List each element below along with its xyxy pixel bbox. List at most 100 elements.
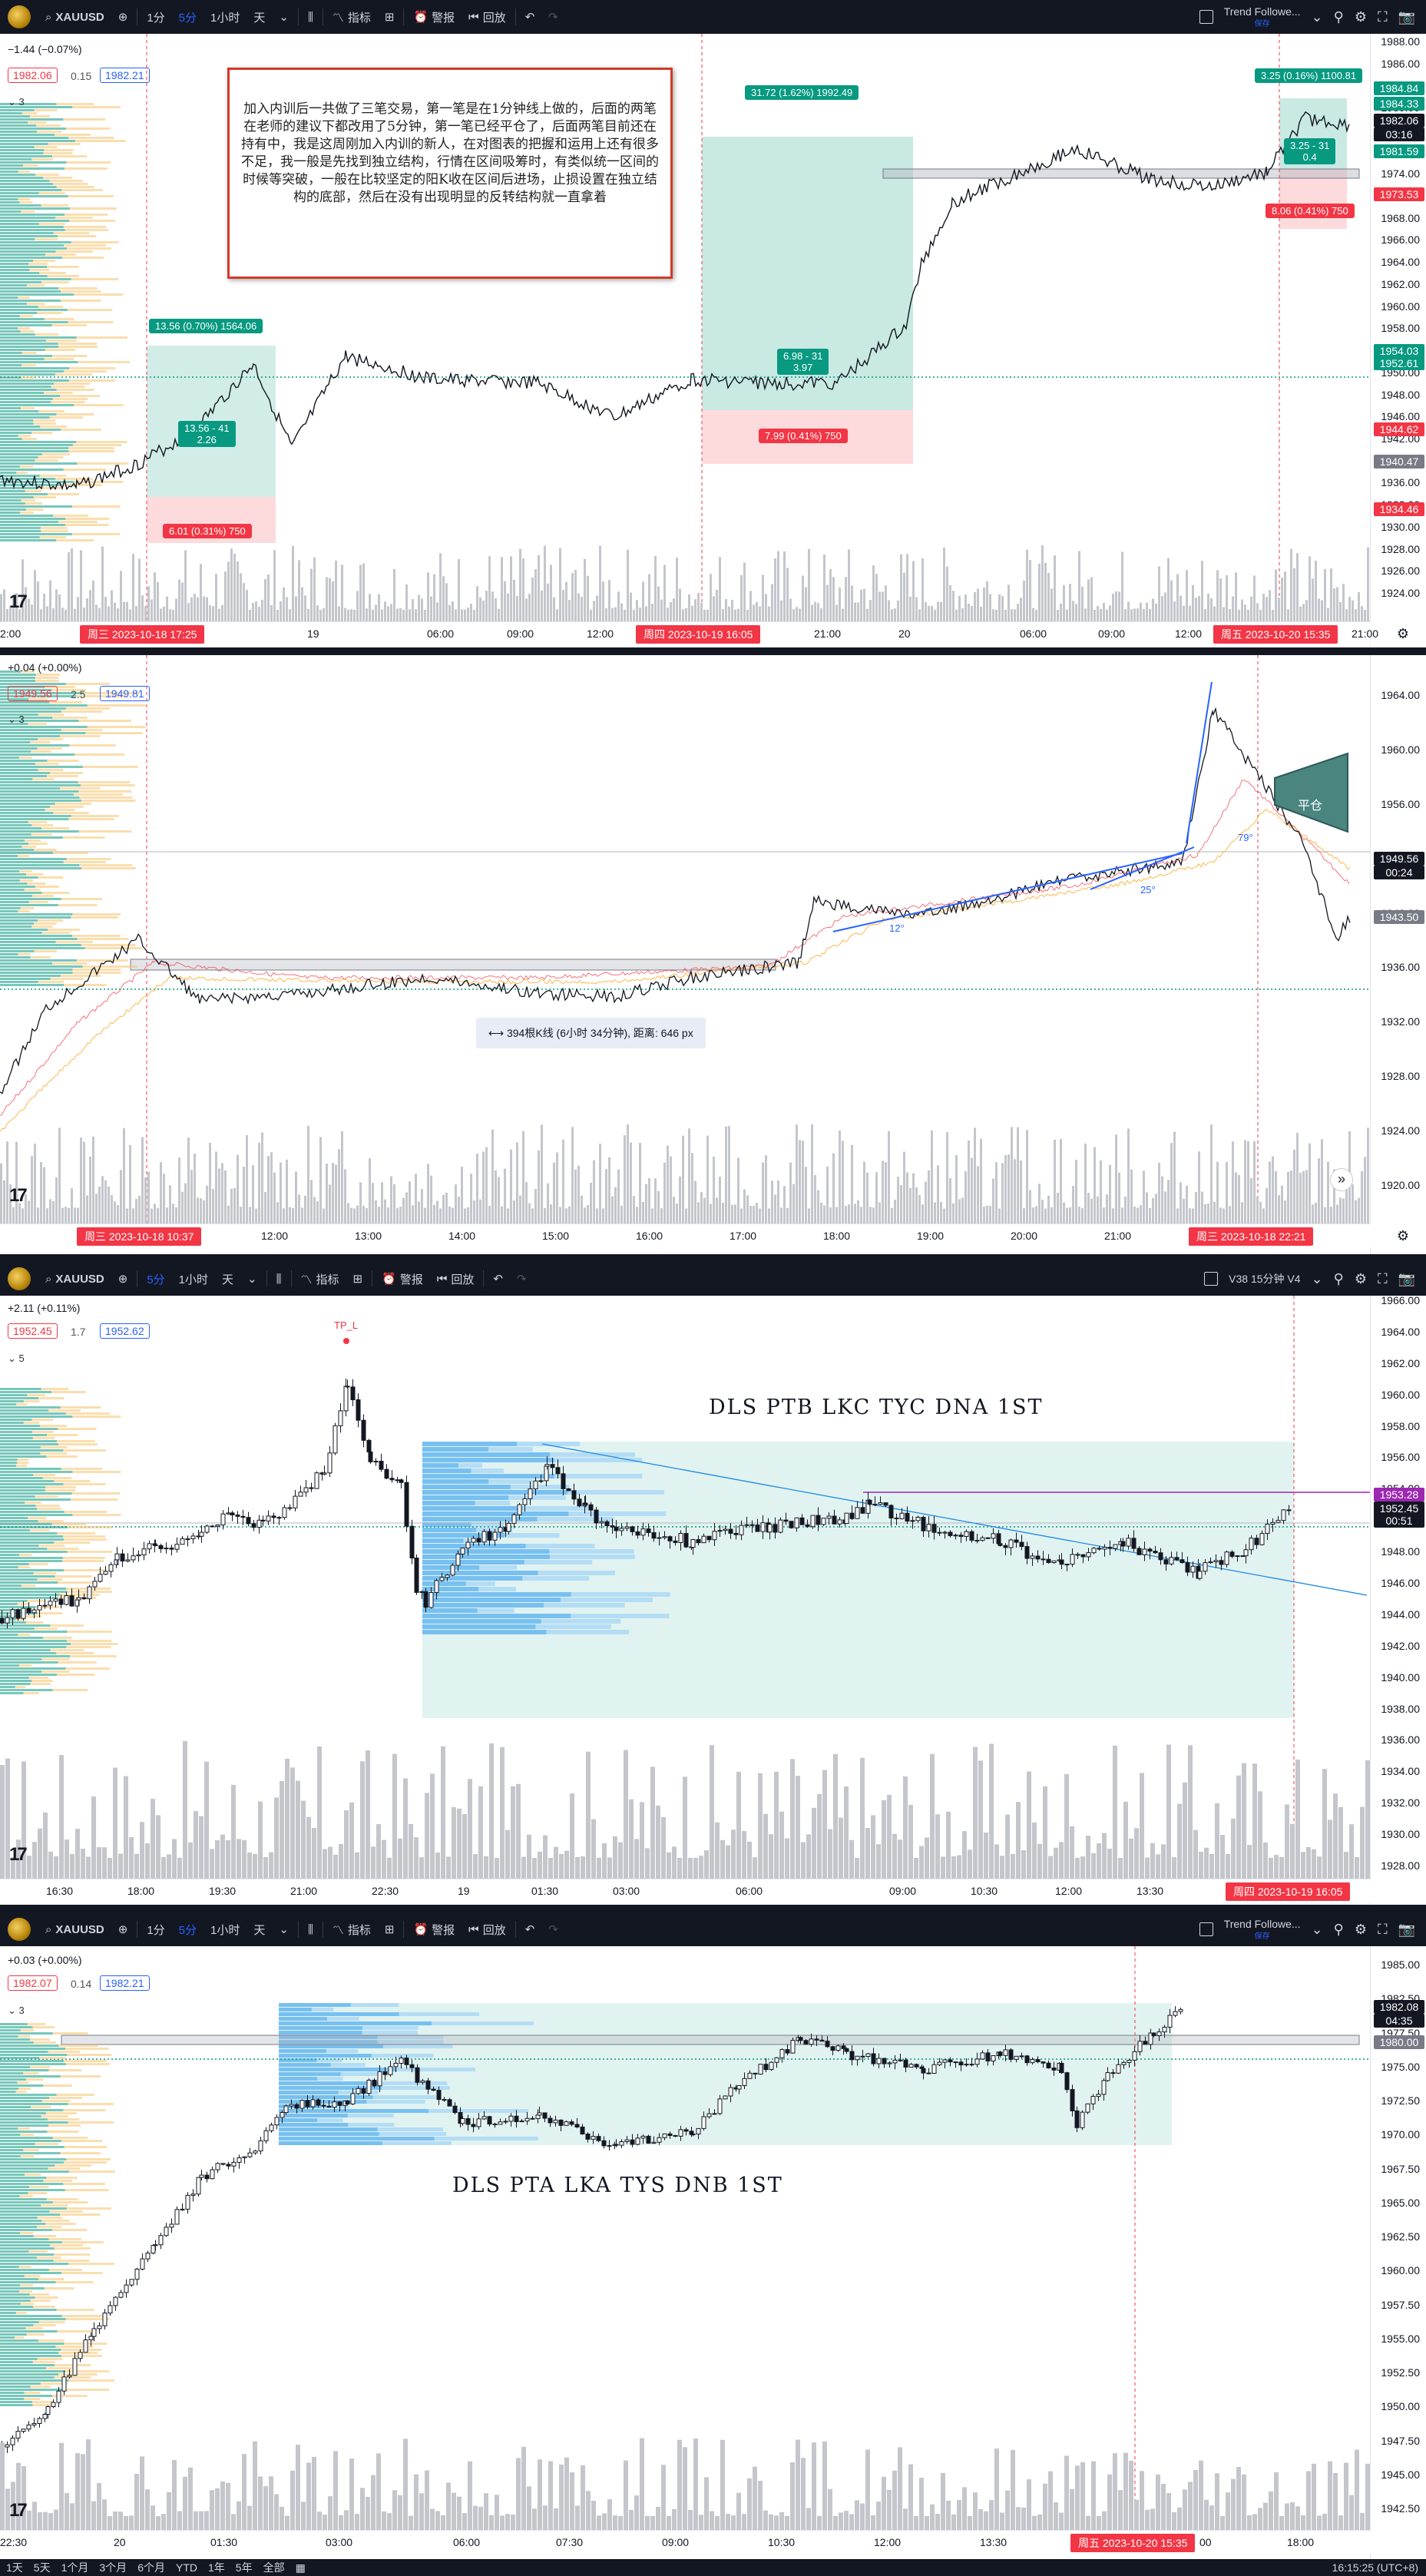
range-1d[interactable]: 1天 — [6, 2561, 23, 2574]
symbol-search[interactable]: ⌕ XAUUSD — [45, 1922, 104, 1936]
fullscreen-icon[interactable]: ⛶ — [1377, 1270, 1388, 1286]
ask-price[interactable]: 1982.21 — [100, 68, 150, 83]
price-scale[interactable]: 1966.00 1964.00 1962.00 1960.00 1958.00 1956.… — [1370, 1294, 1426, 1905]
ask-price[interactable]: 1949.81 — [100, 686, 150, 701]
symbol-search[interactable]: ⌕ XAUUSD — [45, 1272, 104, 1286]
interval-1d[interactable]: 天 — [253, 11, 266, 25]
range-1y[interactable]: 1年 — [207, 2561, 225, 2574]
interval-5m[interactable]: 5分 — [178, 11, 197, 25]
fullscreen-icon[interactable]: ⛶ — [1377, 1921, 1388, 1937]
camera-icon[interactable]: 📷 — [1398, 1270, 1415, 1286]
price-scale[interactable]: 1964.001960.001956.001952.001940.001936.… — [1370, 655, 1426, 1254]
volume-profile-toggle[interactable]: ⌄ 3 — [8, 2005, 25, 2016]
scroll-to-realtime-icon[interactable]: » — [1330, 1168, 1353, 1191]
candle-type-icon[interactable]: ⫼ — [307, 10, 313, 24]
quick-search-icon[interactable]: ⚲ — [1333, 1270, 1344, 1286]
volume-profile-toggle[interactable]: ⌄ 3 — [8, 714, 25, 725]
time-axis[interactable]: 16:30 18:00 19:30 21:00 22:30 19 01:30 03:00 06:… — [0, 1879, 1371, 1902]
interval-1h[interactable]: 1小时 — [210, 1923, 240, 1937]
candle-type-icon[interactable]: ⫼ — [307, 1922, 313, 1936]
range-5y[interactable]: 5年 — [235, 2561, 253, 2574]
interval-1h[interactable]: 1小时 — [210, 11, 240, 25]
calendar-icon[interactable]: ▦ — [295, 2561, 306, 2574]
time-axis[interactable]: 22:30 20 01:30 03:00 06:00 07:30 09:00 10:30 12:… — [0, 2530, 1371, 2554]
interval-1d[interactable]: 天 — [253, 1923, 266, 1937]
indicator-checkbox[interactable] — [1199, 1922, 1213, 1936]
gear-icon[interactable]: ⚙ — [1354, 1270, 1367, 1286]
range-5d[interactable]: 5天 — [33, 2561, 51, 2574]
chart-canvas[interactable] — [0, 655, 1371, 1223]
chevron-down-icon[interactable]: ⌄ — [1311, 1270, 1323, 1286]
symbol-search[interactable]: ⌕ XAUUSD — [45, 10, 104, 24]
range-1m[interactable]: 1个月 — [61, 2561, 89, 2574]
price-scale[interactable]: 1988.001986.001984.001980.001978.001976.… — [1370, 34, 1426, 647]
time-axis[interactable]: 2:00 19 06:00 09:00 12:00 21:00 20 06:00 09:00 12… — [0, 621, 1378, 645]
chevron-down-icon[interactable]: ⌄ — [1311, 8, 1323, 25]
interval-5m[interactable]: 5分 — [147, 1273, 165, 1286]
time-axis[interactable]: 12:00 13:00 14:00 15:00 16:00 17:00 18:00 19:00… — [0, 1223, 1371, 1247]
add-symbol-button[interactable]: ⊕ — [117, 1923, 128, 1936]
layout-grid-icon[interactable]: ⊞ — [352, 1273, 363, 1286]
interval-1m[interactable]: 1分 — [147, 11, 165, 25]
quick-search-icon[interactable]: ⚲ — [1333, 8, 1344, 25]
indicator-template[interactable]: V38 15分钟 V4 — [1229, 1273, 1301, 1285]
interval-dropdown-icon[interactable]: ⌄ — [279, 11, 289, 24]
interval-dropdown-icon[interactable]: ⌄ — [247, 1273, 257, 1286]
indicator-template[interactable]: Trend Followe... 保存 — [1223, 1917, 1301, 1941]
alerts-button[interactable]: ⏰ 警报 — [382, 1273, 423, 1286]
indicator-checkbox[interactable] — [1199, 10, 1213, 24]
range-ytd[interactable]: YTD — [175, 2561, 197, 2574]
undo-icon[interactable]: ↶ — [524, 1923, 535, 1936]
layout-grid-icon[interactable]: ⊞ — [384, 1923, 395, 1936]
redo-icon[interactable]: ↷ — [548, 1923, 558, 1936]
indicator-template[interactable]: Trend Followe... 保存 — [1223, 5, 1301, 28]
bid-price[interactable]: 1952.45 — [8, 1323, 58, 1339]
ask-price[interactable]: 1982.21 — [100, 1975, 150, 1991]
volume-profile-bar — [0, 824, 32, 826]
volume-profile-bar — [0, 2109, 64, 2111]
axis-settings-icon[interactable]: ⚙ — [1396, 626, 1409, 641]
bid-price[interactable]: 1982.07 — [8, 1975, 58, 1991]
interval-1h[interactable]: 1小时 — [178, 1273, 209, 1286]
interval-1d[interactable]: 天 — [222, 1273, 234, 1286]
quick-search-icon[interactable]: ⚲ — [1333, 1921, 1344, 1937]
redo-icon[interactable]: ↷ — [548, 11, 558, 24]
volume-profile-toggle[interactable]: ⌄ 5 — [8, 1353, 25, 1364]
add-symbol-button[interactable]: ⊕ — [117, 1273, 128, 1286]
fullscreen-icon[interactable]: ⛶ — [1377, 8, 1388, 25]
ask-price[interactable]: 1952.62 — [100, 1323, 150, 1339]
bid-price[interactable]: 1982.06 — [8, 68, 58, 83]
interval-dropdown-icon[interactable]: ⌄ — [279, 1923, 289, 1936]
replay-button[interactable]: ⏮ 回放 — [468, 10, 506, 25]
indicators-button[interactable]: 〽指标 — [326, 9, 378, 25]
chevron-down-icon[interactable]: ⌄ — [1311, 1921, 1323, 1937]
axis-settings-icon[interactable]: ⚙ — [1396, 1228, 1409, 1243]
gear-icon[interactable]: ⚙ — [1354, 1921, 1367, 1937]
bid-price[interactable]: 1949.56 — [8, 686, 58, 701]
undo-icon[interactable]: ↶ — [493, 1273, 503, 1286]
alerts-button[interactable]: ⏰ 警报 — [413, 1923, 455, 1937]
layout-grid-icon[interactable]: ⊞ — [384, 11, 395, 24]
candle-type-icon[interactable]: ⫼ — [276, 1272, 282, 1286]
gear-icon[interactable]: ⚙ — [1354, 8, 1367, 25]
interval-1m[interactable]: 1分 — [147, 1923, 165, 1937]
indicator-checkbox[interactable] — [1204, 1272, 1219, 1286]
camera-icon[interactable]: 📷 — [1398, 8, 1415, 25]
range-3m[interactable]: 3个月 — [99, 2561, 127, 2574]
range-all[interactable]: 全部 — [263, 2561, 285, 2574]
chart-canvas[interactable] — [0, 1946, 1371, 2530]
interval-5m[interactable]: 5分 — [178, 1923, 197, 1937]
chart-canvas[interactable] — [0, 1296, 1371, 1879]
volume-profile-toggle[interactable]: ⌄ 3 — [8, 96, 25, 108]
camera-icon[interactable]: 📷 — [1398, 1921, 1415, 1937]
indicators-button[interactable]: 〽指标 — [294, 1271, 346, 1287]
range-6m[interactable]: 6个月 — [137, 2561, 165, 2574]
price-scale[interactable]: 1985.00 1982.50 1977.50 1975.00 1972.50 1970.… — [1370, 1946, 1426, 2559]
redo-icon[interactable]: ↷ — [516, 1273, 527, 1286]
undo-icon[interactable]: ↶ — [524, 11, 535, 24]
alerts-button[interactable]: ⏰ 警报 — [413, 11, 455, 25]
replay-button[interactable]: ⏮ 回放 — [468, 1922, 506, 1937]
replay-button[interactable]: ⏮ 回放 — [436, 1272, 475, 1286]
add-symbol-button[interactable]: ⊕ — [117, 11, 128, 24]
indicators-button[interactable]: 〽指标 — [326, 1922, 378, 1938]
